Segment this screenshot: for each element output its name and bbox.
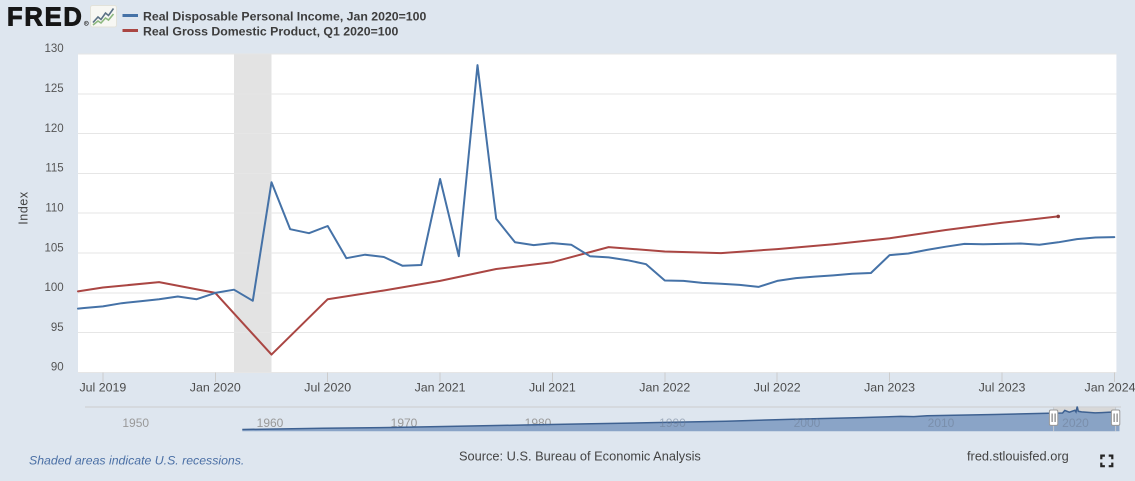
svg-text:Jan 2022: Jan 2022 [639, 381, 690, 395]
svg-text:105: 105 [45, 242, 64, 254]
svg-text:fred.stlouisfed.org: fred.stlouisfed.org [967, 449, 1069, 464]
svg-text:1990: 1990 [659, 416, 686, 430]
svg-text:R: R [85, 21, 89, 26]
svg-text:Source: U.S. Bureau of Economi: Source: U.S. Bureau of Economic Analysis [459, 449, 701, 464]
svg-text:100: 100 [45, 282, 64, 294]
svg-text:Jul 2019: Jul 2019 [79, 381, 126, 395]
svg-text:2000: 2000 [794, 416, 821, 430]
svg-text:1950: 1950 [122, 416, 149, 430]
svg-text:115: 115 [45, 163, 63, 175]
svg-text:Jan 2020: Jan 2020 [190, 381, 241, 395]
svg-text:Jul 2020: Jul 2020 [304, 381, 351, 395]
svg-text:Jul 2021: Jul 2021 [529, 381, 576, 395]
svg-text:Jan 2023: Jan 2023 [864, 381, 915, 395]
svg-text:110: 110 [45, 202, 63, 214]
svg-text:130: 130 [45, 43, 64, 55]
svg-text:Shaded areas indicate U.S. rec: Shaded areas indicate U.S. recessions. [29, 454, 244, 468]
svg-text:2010: 2010 [928, 416, 955, 430]
svg-text:1960: 1960 [257, 416, 284, 430]
svg-text:Real Disposable Personal Incom: Real Disposable Personal Income, Jan 202… [143, 9, 426, 23]
svg-text:Index: Index [17, 191, 31, 225]
svg-text:120: 120 [45, 123, 64, 135]
svg-text:Jan 2021: Jan 2021 [415, 381, 466, 395]
svg-text:95: 95 [51, 322, 64, 334]
svg-text:2020: 2020 [1062, 416, 1089, 430]
svg-text:90: 90 [51, 362, 64, 374]
svg-text:Real Gross Domestic Product, Q: Real Gross Domestic Product, Q1 2020=100 [143, 24, 398, 38]
svg-text:125: 125 [45, 83, 64, 95]
svg-text:Jan 2024: Jan 2024 [1085, 381, 1135, 395]
svg-text:FRED: FRED [7, 4, 84, 32]
svg-text:Jul 2022: Jul 2022 [754, 381, 801, 395]
svg-text:Jul 2023: Jul 2023 [979, 381, 1026, 395]
